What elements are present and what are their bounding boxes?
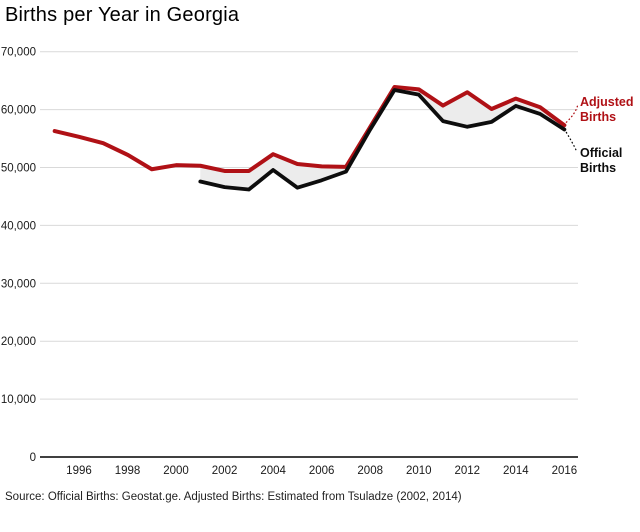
x-axis-label: 2004 <box>260 465 286 477</box>
adjusted-leader-line <box>565 103 579 123</box>
y-axis-label: 50,000 <box>1 163 36 175</box>
y-axis-label: 10,000 <box>1 394 36 406</box>
source-note: Source: Official Births: Geostat.ge. Adj… <box>5 491 462 503</box>
births-chart: 0 10,000 20,000 30,000 40,000 50,000 60,000 70,… <box>1 47 634 477</box>
y-axis-label: 0 <box>30 452 36 464</box>
y-axis-label: 70,000 <box>1 47 36 59</box>
chart-title: Births per Year in Georgia <box>5 4 240 26</box>
x-axis-label: 1996 <box>66 465 92 477</box>
x-axis-label: 2008 <box>357 465 383 477</box>
official-births-label: Official Births <box>580 146 622 175</box>
x-axis-label: 2012 <box>454 465 480 477</box>
y-axis-label: 30,000 <box>1 278 36 290</box>
y-axis-label: 40,000 <box>1 220 36 232</box>
x-axis-label: 2016 <box>552 465 578 477</box>
official-line <box>198 88 567 192</box>
chart-area: 0 10,000 20,000 30,000 40,000 50,000 60,000 70,… <box>0 40 640 480</box>
x-axis-label: 2002 <box>212 465 238 477</box>
x-axis-label: 2000 <box>163 465 189 477</box>
y-axis-label: 60,000 <box>1 105 36 117</box>
adjusted-line <box>52 85 567 173</box>
official-leader-line <box>565 131 577 151</box>
x-axis-label: 2006 <box>309 465 335 477</box>
adjusted-births-label: Adjusted Births <box>580 95 633 124</box>
y-axis-label: 20,000 <box>1 336 36 348</box>
x-axis-label: 2010 <box>406 465 432 477</box>
x-axis-label: 2014 <box>503 465 529 477</box>
gap-fill-area <box>200 87 565 190</box>
x-axis-label: 1998 <box>115 465 141 477</box>
